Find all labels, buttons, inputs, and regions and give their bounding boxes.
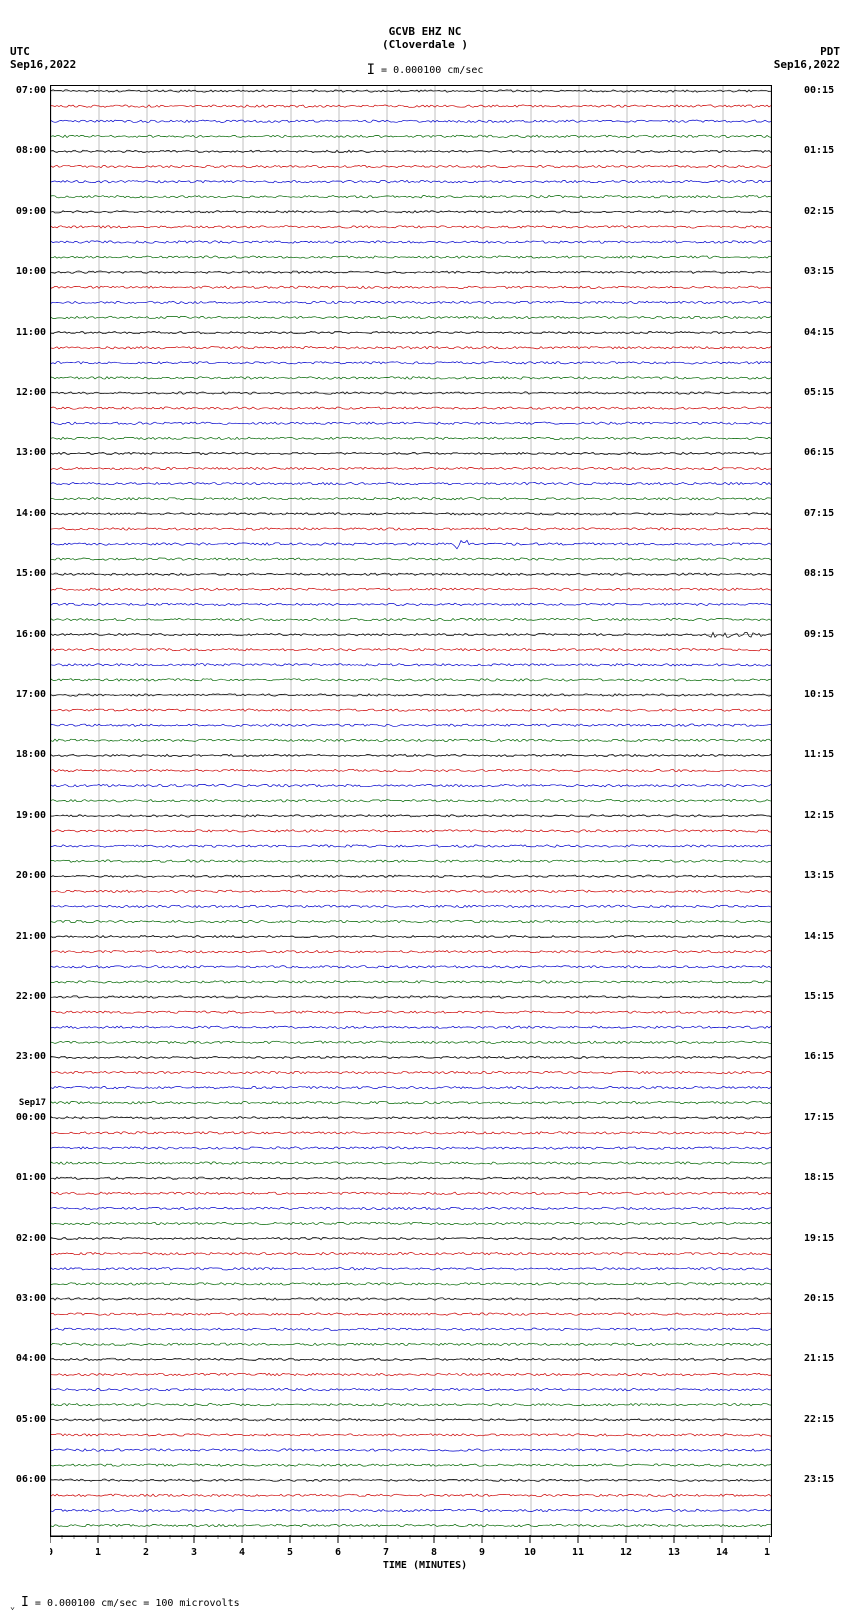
left-hour-label: 02:00 [16, 1233, 46, 1244]
left-hour-label: 06:00 [16, 1474, 46, 1485]
svg-text:13: 13 [668, 1547, 680, 1558]
svg-text:2: 2 [143, 1547, 149, 1558]
right-hour-label: 23:15 [804, 1474, 834, 1485]
right-hour-label: 16:15 [804, 1051, 834, 1062]
right-timezone: PDT [820, 45, 840, 58]
footer-scale: ⌄ I = 0.000100 cm/sec = 100 microvolts [10, 1595, 240, 1611]
left-extra-date: Sep17 [19, 1098, 46, 1108]
right-hour-label: 03:15 [804, 266, 834, 277]
svg-text:4: 4 [239, 1547, 245, 1558]
right-hour-label: 08:15 [804, 568, 834, 579]
left-hour-label: 23:00 [16, 1051, 46, 1062]
svg-text:7: 7 [383, 1547, 389, 1558]
x-axis-svg: 0123456789101112131415 [50, 1535, 770, 1560]
left-hour-label: 21:00 [16, 931, 46, 942]
right-hour-label: 11:15 [804, 749, 834, 760]
svg-text:14: 14 [716, 1547, 728, 1558]
svg-text:15: 15 [764, 1547, 770, 1558]
left-hour-label: 17:00 [16, 689, 46, 700]
svg-text:0: 0 [50, 1547, 53, 1558]
right-hour-label: 20:15 [804, 1293, 834, 1304]
left-hour-label: 00:00 [16, 1112, 46, 1123]
seismogram-svg [51, 86, 771, 1536]
right-hour-label: 18:15 [804, 1172, 834, 1183]
right-hour-label: 06:15 [804, 447, 834, 458]
left-hour-label: 10:00 [16, 266, 46, 277]
left-hour-label: 01:00 [16, 1172, 46, 1183]
station-code: GCVB EHZ NC [0, 25, 850, 38]
right-hour-label: 22:15 [804, 1414, 834, 1425]
right-hour-label: 21:15 [804, 1353, 834, 1364]
left-hour-label: 18:00 [16, 749, 46, 760]
left-hour-label: 13:00 [16, 447, 46, 458]
scale-bar-icon: I [367, 62, 375, 78]
right-hour-label: 05:15 [804, 387, 834, 398]
svg-text:8: 8 [431, 1547, 437, 1558]
svg-text:11: 11 [572, 1547, 584, 1558]
right-hour-label: 15:15 [804, 991, 834, 1002]
left-hour-label: 04:00 [16, 1353, 46, 1364]
left-hour-label: 20:00 [16, 870, 46, 881]
svg-text:12: 12 [620, 1547, 632, 1558]
left-hour-label: 09:00 [16, 206, 46, 217]
right-hour-label: 19:15 [804, 1233, 834, 1244]
seismogram-plot [50, 85, 772, 1537]
scale-indicator: I = 0.000100 cm/sec [0, 62, 850, 78]
scale-sub-icon: ⌄ [10, 1601, 15, 1611]
svg-text:5: 5 [287, 1547, 293, 1558]
seismogram-container: GCVB EHZ NC (Cloverdale ) I = 0.000100 c… [0, 0, 850, 1613]
svg-text:3: 3 [191, 1547, 197, 1558]
left-hour-label: 12:00 [16, 387, 46, 398]
left-hour-label: 22:00 [16, 991, 46, 1002]
scale-text: = 0.000100 cm/sec [381, 65, 483, 76]
svg-text:9: 9 [479, 1547, 485, 1558]
right-hour-label: 00:15 [804, 85, 834, 96]
right-hour-label: 12:15 [804, 810, 834, 821]
left-time-labels: 07:00 08:00 09:00 10:00 11:00 12:00 13:00 14:00… [0, 85, 48, 1535]
left-hour-label: 08:00 [16, 145, 46, 156]
scale-bar-icon: I [21, 1595, 29, 1610]
right-hour-label: 04:15 [804, 327, 834, 338]
right-hour-label: 10:15 [804, 689, 834, 700]
right-hour-label: 07:15 [804, 508, 834, 519]
left-hour-label: 07:00 [16, 85, 46, 96]
right-hour-label: 17:15 [804, 1112, 834, 1123]
svg-text:10: 10 [524, 1547, 536, 1558]
svg-text:6: 6 [335, 1547, 341, 1558]
svg-text:1: 1 [95, 1547, 101, 1558]
station-location: (Cloverdale ) [0, 38, 850, 51]
left-hour-label: 15:00 [16, 568, 46, 579]
right-hour-label: 09:15 [804, 629, 834, 640]
left-hour-label: 05:00 [16, 1414, 46, 1425]
header: GCVB EHZ NC (Cloverdale ) [0, 25, 850, 51]
left-hour-label: 14:00 [16, 508, 46, 519]
right-date: Sep16,2022 [774, 58, 840, 71]
footer-text: = 0.000100 cm/sec = 100 microvolts [35, 1598, 240, 1609]
right-time-labels: 00:15 01:15 02:15 03:15 04:15 05:15 06:15 07:15… [802, 85, 850, 1535]
right-hour-label: 14:15 [804, 931, 834, 942]
left-hour-label: 11:00 [16, 327, 46, 338]
right-hour-label: 13:15 [804, 870, 834, 881]
right-hour-label: 02:15 [804, 206, 834, 217]
left-date: Sep16,2022 [10, 58, 76, 71]
left-hour-label: 19:00 [16, 810, 46, 821]
x-axis-label: TIME (MINUTES) [0, 1560, 850, 1571]
left-hour-label: 16:00 [16, 629, 46, 640]
right-hour-label: 01:15 [804, 145, 834, 156]
left-timezone: UTC [10, 45, 30, 58]
left-hour-label: 03:00 [16, 1293, 46, 1304]
